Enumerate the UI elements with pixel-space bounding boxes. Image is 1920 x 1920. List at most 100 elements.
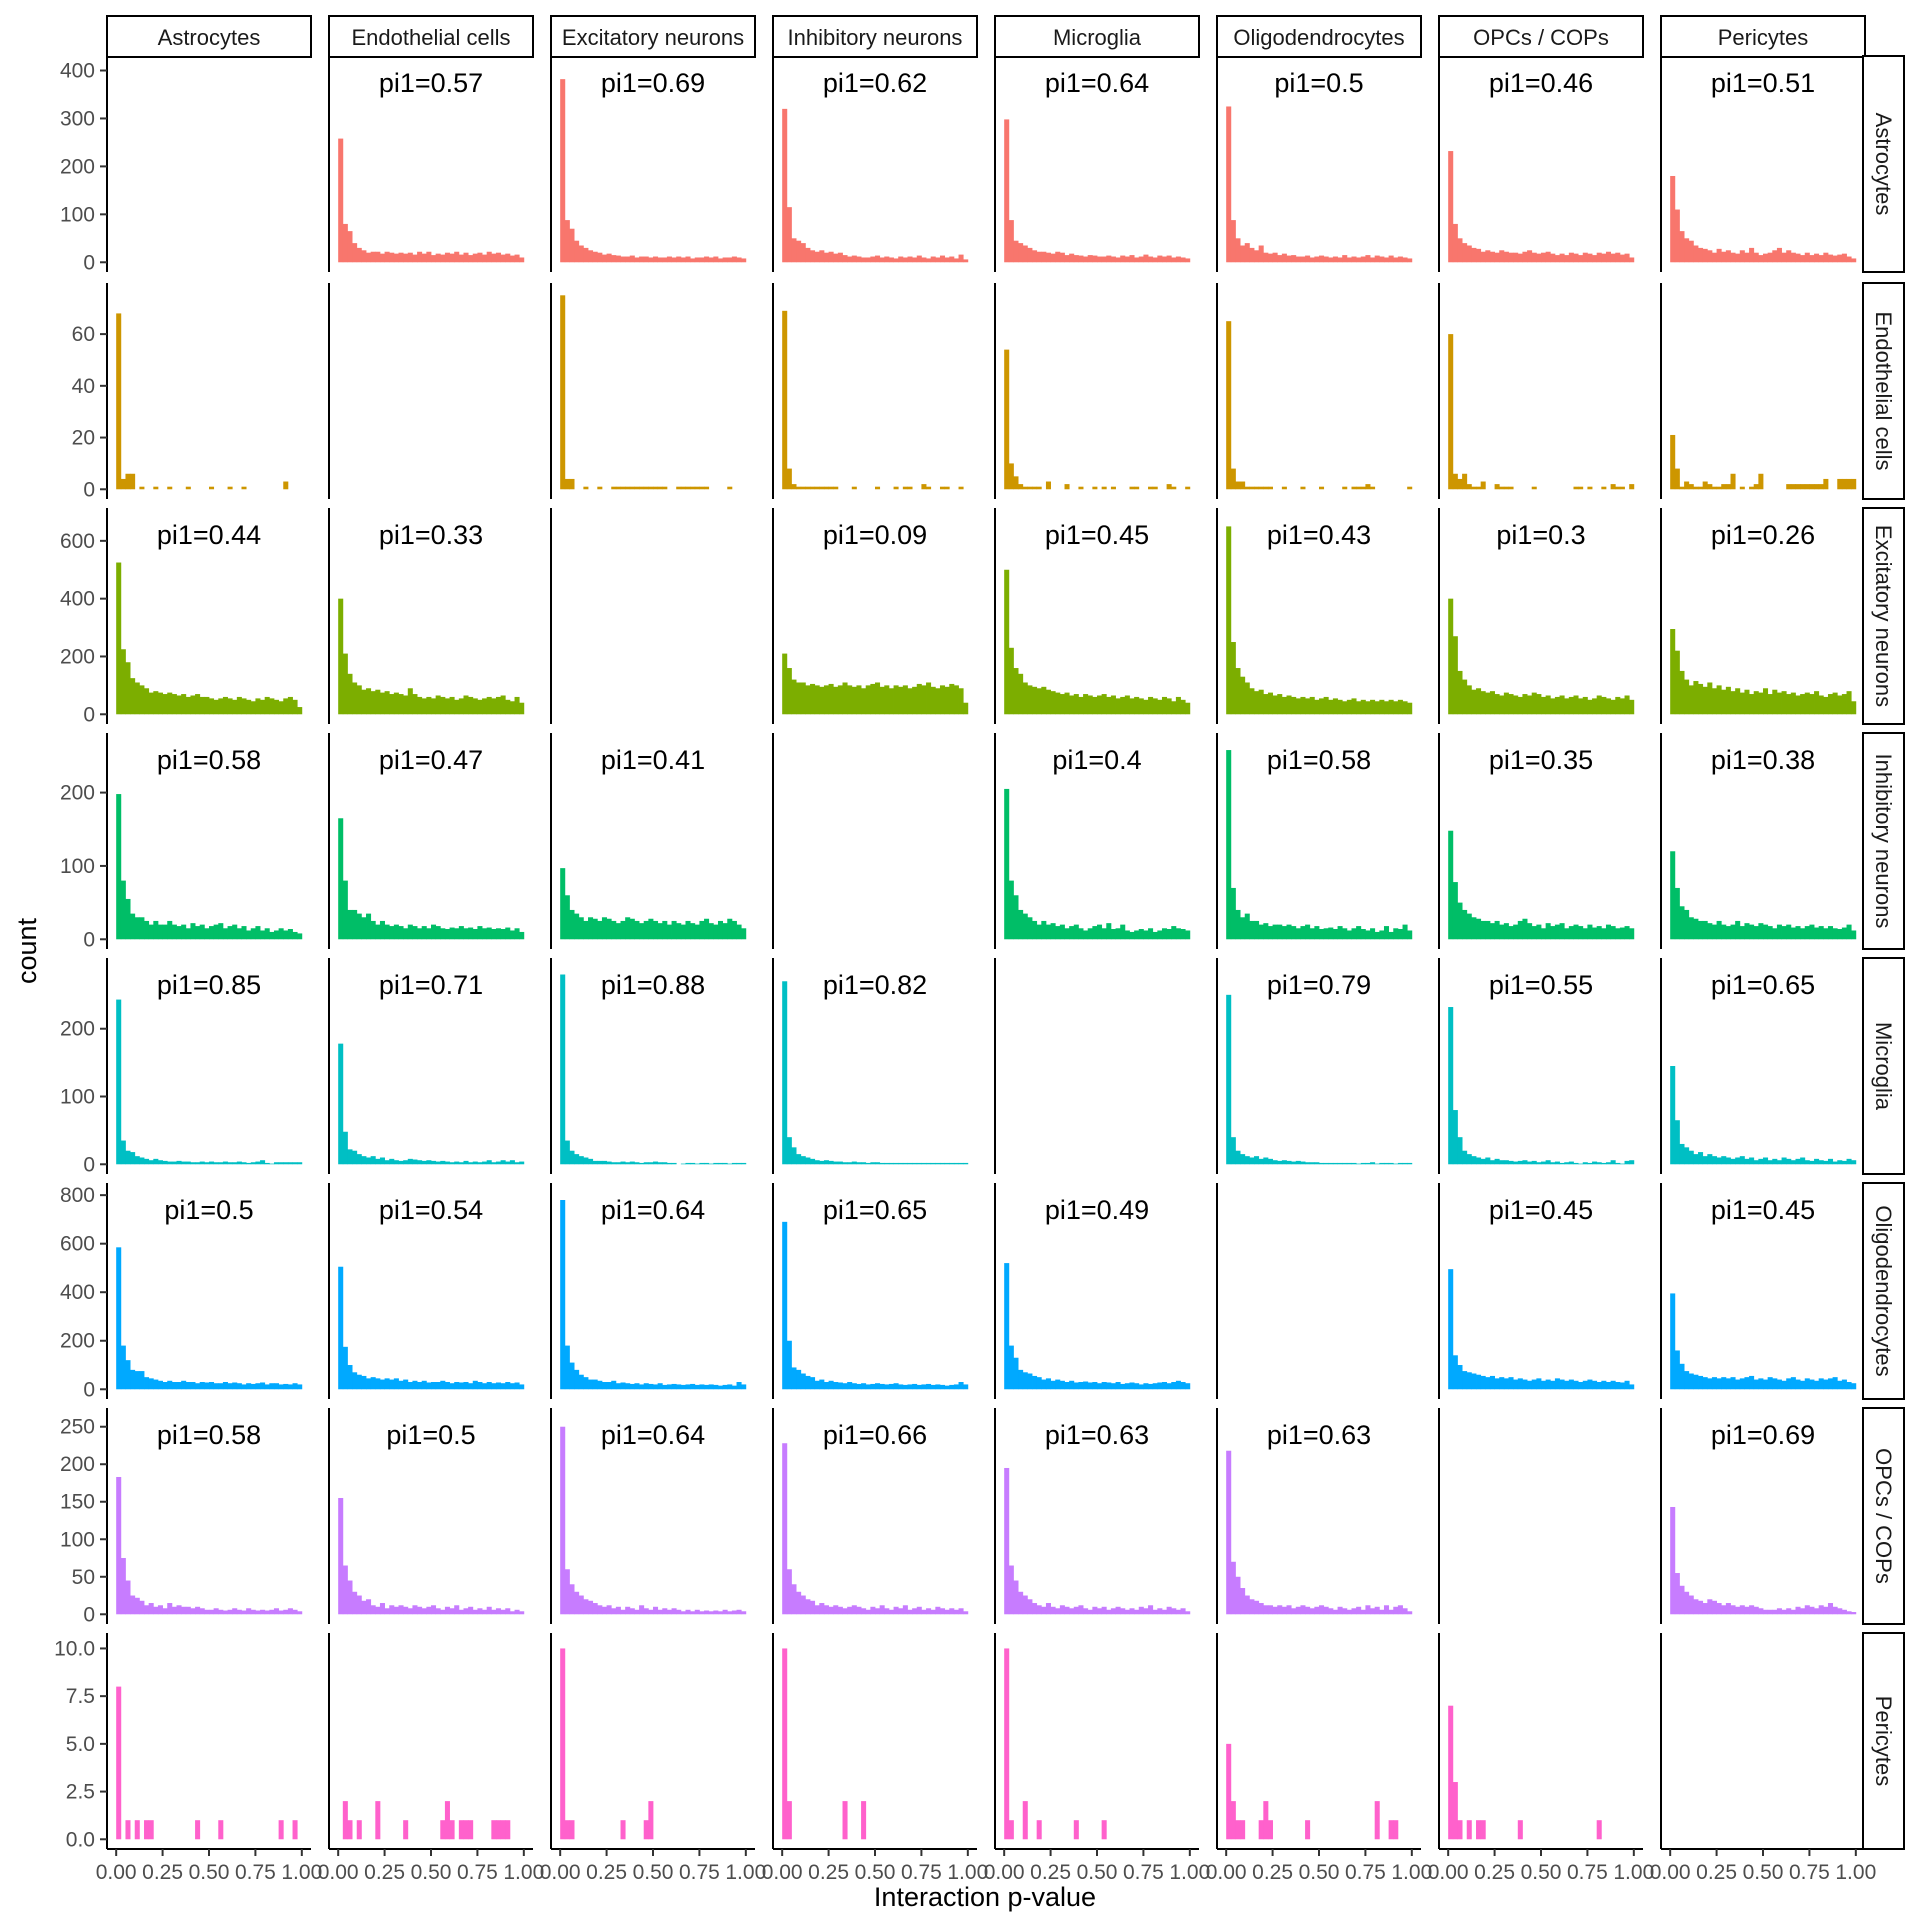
column-strip-box — [1438, 15, 1644, 58]
histogram-bar — [731, 1610, 737, 1615]
histogram-bar — [653, 486, 659, 490]
histogram-bar — [921, 1384, 927, 1390]
histogram-bar — [680, 1163, 686, 1165]
histogram-bar — [125, 1150, 131, 1165]
histogram-bar — [861, 1801, 867, 1840]
histogram-bar — [1545, 1379, 1551, 1390]
histogram-bar — [1087, 695, 1093, 715]
histogram-bar — [1814, 927, 1820, 940]
histogram-bar — [199, 1608, 205, 1615]
histogram-bar — [1476, 486, 1482, 490]
histogram-bar — [1393, 928, 1399, 940]
histogram-bar — [199, 924, 205, 940]
histogram-bar — [1059, 694, 1065, 715]
histogram-bar — [1027, 917, 1033, 940]
histogram-bar — [1041, 1379, 1047, 1390]
histogram-bar — [828, 251, 834, 263]
panel-pericytes-microglia: 0.00 0.25 0.50 0.75 1.00 — [984, 1633, 1210, 1884]
histogram-bar — [898, 1162, 904, 1165]
histogram-bar — [482, 1609, 488, 1615]
histogram-bar — [431, 1382, 437, 1390]
histogram-bar — [1494, 920, 1500, 940]
histogram-bar — [130, 473, 136, 490]
histogram-bar — [356, 913, 362, 940]
histogram-bar — [486, 251, 492, 263]
histogram-bar — [468, 1383, 474, 1390]
histogram-bar — [1013, 668, 1019, 715]
histogram-bar — [1226, 1743, 1232, 1840]
histogram-bar — [1008, 1345, 1014, 1390]
histogram-bar — [634, 920, 640, 940]
histogram-bar — [1110, 695, 1116, 715]
y-tick-label: 800 — [60, 1184, 95, 1207]
histogram-bar — [786, 1340, 792, 1390]
histogram-bar — [625, 256, 631, 263]
pi1-label: pi1=0.64 — [1045, 68, 1149, 98]
histogram-bar — [921, 484, 927, 490]
histogram-bar — [1818, 1378, 1824, 1390]
panel-excitatory-neurons-endothelial-cells: pi1=0.33 — [328, 508, 525, 724]
histogram-bar — [1832, 1606, 1838, 1615]
histogram-bar — [805, 1375, 811, 1390]
histogram-bar — [662, 1608, 668, 1615]
histogram-bar — [1592, 255, 1598, 263]
histogram-bar — [1610, 1160, 1616, 1165]
histogram-bar — [213, 699, 219, 715]
histogram-bar — [1226, 106, 1232, 263]
histogram-bar — [1624, 695, 1630, 715]
column-strip-box — [994, 15, 1200, 58]
histogram-bar — [384, 1608, 390, 1615]
y-tick-label: 400 — [60, 588, 95, 611]
histogram-bar — [519, 257, 525, 263]
histogram-bar — [375, 1801, 381, 1840]
histogram-bar — [1263, 923, 1269, 940]
row-strip-label: Endothelial cells — [1871, 312, 1896, 471]
histogram-bar — [1263, 252, 1269, 263]
histogram-bar — [1832, 928, 1838, 940]
pi1-label: pi1=0.58 — [157, 745, 261, 775]
histogram-bar — [615, 486, 621, 490]
histogram-bar — [1564, 1162, 1570, 1165]
x-tick-label: 0.25 — [586, 1861, 627, 1884]
histogram-bar — [1305, 698, 1311, 715]
histogram-bar — [1494, 694, 1500, 715]
y-tick-label: 300 — [60, 107, 95, 130]
histogram-bar — [1356, 1606, 1362, 1615]
histogram-bar — [209, 698, 215, 715]
histogram-bar — [1513, 1161, 1519, 1165]
histogram-bar — [1092, 486, 1098, 490]
histogram-bar — [606, 1161, 612, 1165]
histogram-bar — [791, 1584, 797, 1615]
histogram-bar — [731, 1385, 737, 1390]
histogram-bar — [865, 1384, 871, 1390]
histogram-bar — [1832, 1377, 1838, 1390]
histogram-bar — [491, 1609, 497, 1615]
histogram-bar — [199, 1382, 205, 1390]
histogram-bar — [1610, 253, 1616, 263]
histogram-bar — [870, 256, 876, 263]
histogram-bar — [578, 1156, 584, 1165]
histogram-bar — [786, 668, 792, 715]
histogram-bar — [1106, 1382, 1112, 1390]
histogram-bar — [389, 694, 395, 715]
histogram-bar — [1281, 926, 1287, 940]
histogram-bar — [1629, 1160, 1635, 1165]
y-tick-label: 0 — [83, 1153, 95, 1176]
histogram-bar — [352, 1591, 358, 1615]
histogram-bar — [1008, 463, 1014, 490]
histogram-bar — [1032, 686, 1038, 715]
pi1-label: pi1=0.64 — [601, 1195, 705, 1225]
histogram-bar — [426, 1382, 432, 1390]
histogram-bar — [592, 1603, 598, 1615]
histogram-bar — [1018, 484, 1024, 490]
histogram-bar — [564, 1820, 570, 1840]
histogram-bar — [250, 1162, 256, 1165]
histogram-bar — [1735, 1379, 1741, 1390]
histogram-bar — [375, 1606, 381, 1615]
histogram-bar — [912, 1162, 918, 1165]
histogram-bar — [1471, 917, 1477, 940]
histogram-bar — [842, 255, 848, 263]
histogram-bar — [1624, 253, 1630, 263]
histogram-bar — [1804, 1160, 1810, 1165]
histogram-bar — [782, 108, 788, 263]
